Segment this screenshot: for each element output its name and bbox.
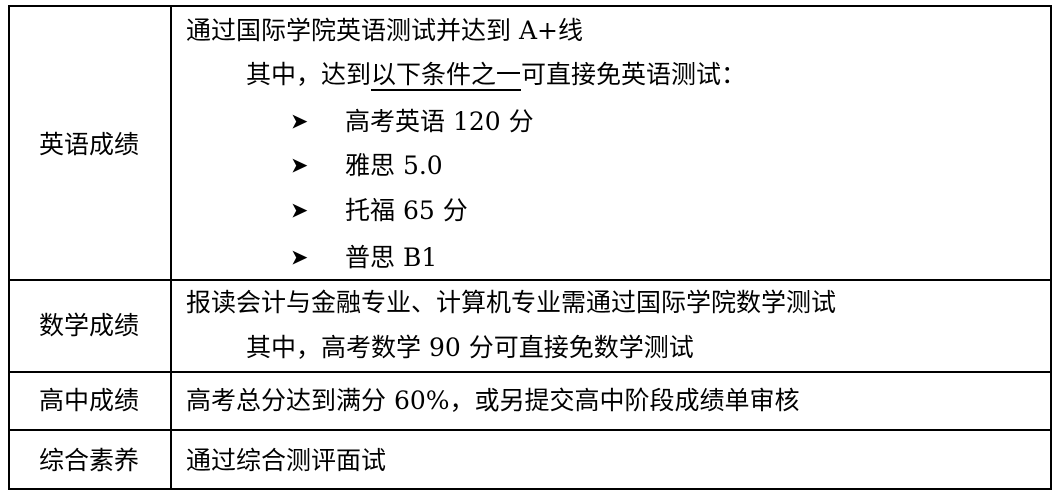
text: 其中，达到	[246, 60, 372, 89]
bullet-item: 雅思 5.0	[345, 151, 443, 180]
underlined-text: 以下条件之一	[371, 60, 522, 91]
row-label-math: 数学成绩	[38, 311, 139, 340]
text: 可直接免英语测试：	[521, 60, 747, 89]
row-label-english: 英语成绩	[38, 130, 139, 159]
row-label-highschool: 高中成绩	[38, 386, 139, 415]
math-exemption: 其中，高考数学 90 分可直接免数学测试	[246, 333, 694, 362]
arrowhead-bullet-icon: ➤	[290, 198, 309, 224]
english-requirement: 通过国际学院英语测试并达到 A+线	[186, 16, 583, 45]
column-divider	[170, 5, 172, 490]
highschool-requirement: 高考总分达到满分 60%，或另提交高中阶段成绩单审核	[186, 386, 800, 415]
row-label-overall: 综合素养	[38, 446, 139, 475]
bullet-item: 普思 B1	[345, 243, 438, 272]
math-requirement: 报读会计与金融专业、计算机专业需通过国际学院数学测试	[186, 288, 837, 317]
overall-requirement: 通过综合测评面试	[186, 446, 387, 475]
arrowhead-bullet-icon: ➤	[290, 245, 309, 271]
row-divider	[8, 429, 1052, 431]
english-exemption-intro: 其中，达到以下条件之一可直接免英语测试：	[246, 60, 747, 91]
row-divider	[8, 371, 1052, 373]
requirements-table	[8, 5, 1052, 490]
bullet-item: 高考英语 120 分	[345, 107, 534, 136]
arrowhead-bullet-icon: ➤	[290, 109, 309, 135]
arrowhead-bullet-icon: ➤	[290, 153, 309, 179]
row-divider	[8, 279, 1052, 281]
bullet-item: 托福 65 分	[345, 196, 468, 225]
